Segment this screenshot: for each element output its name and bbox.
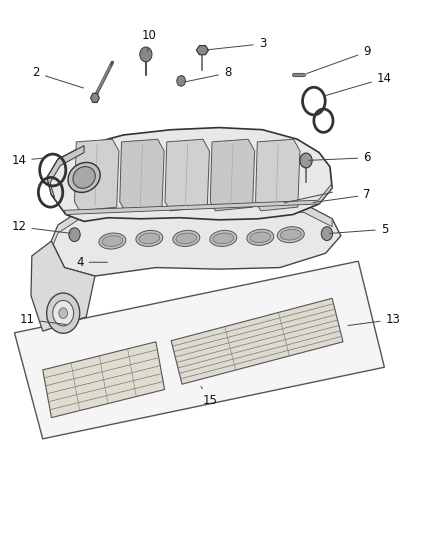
Ellipse shape [99, 233, 126, 249]
Text: 6: 6 [309, 151, 371, 164]
Circle shape [69, 228, 80, 241]
Ellipse shape [210, 230, 237, 246]
Ellipse shape [213, 233, 234, 244]
Polygon shape [196, 46, 208, 55]
Ellipse shape [68, 163, 100, 192]
Text: 10: 10 [142, 29, 157, 52]
Circle shape [59, 308, 67, 318]
Text: 4: 4 [76, 256, 107, 269]
Ellipse shape [176, 233, 197, 244]
Circle shape [140, 47, 152, 62]
Polygon shape [51, 200, 341, 276]
Polygon shape [171, 298, 343, 384]
Polygon shape [64, 184, 332, 215]
Polygon shape [91, 93, 99, 102]
Ellipse shape [247, 229, 274, 245]
Polygon shape [51, 200, 332, 249]
Polygon shape [255, 139, 300, 211]
Polygon shape [31, 241, 95, 331]
Ellipse shape [139, 233, 160, 244]
Polygon shape [43, 342, 165, 418]
Text: 3: 3 [207, 37, 266, 50]
Ellipse shape [277, 227, 304, 243]
Ellipse shape [136, 230, 163, 246]
Polygon shape [120, 139, 164, 211]
Text: 14: 14 [11, 154, 44, 167]
Polygon shape [47, 127, 332, 221]
Circle shape [321, 227, 332, 240]
Text: 12: 12 [11, 220, 71, 233]
Text: 14: 14 [324, 72, 392, 96]
Polygon shape [47, 146, 84, 198]
Polygon shape [74, 139, 119, 211]
Ellipse shape [102, 236, 123, 246]
Text: 13: 13 [348, 313, 400, 326]
Circle shape [177, 76, 185, 86]
Ellipse shape [250, 232, 271, 243]
Circle shape [47, 293, 80, 333]
Polygon shape [165, 139, 209, 211]
Ellipse shape [173, 230, 200, 246]
Text: 15: 15 [201, 386, 218, 407]
Ellipse shape [280, 229, 301, 240]
Text: 8: 8 [185, 67, 231, 82]
Text: 5: 5 [330, 223, 388, 236]
Polygon shape [210, 139, 254, 211]
Circle shape [53, 301, 74, 326]
Text: 2: 2 [32, 67, 84, 88]
Text: 7: 7 [313, 189, 371, 203]
Ellipse shape [73, 167, 95, 188]
Text: 9: 9 [307, 45, 371, 74]
Polygon shape [14, 261, 385, 439]
Text: 11: 11 [20, 313, 66, 326]
Circle shape [300, 153, 312, 168]
